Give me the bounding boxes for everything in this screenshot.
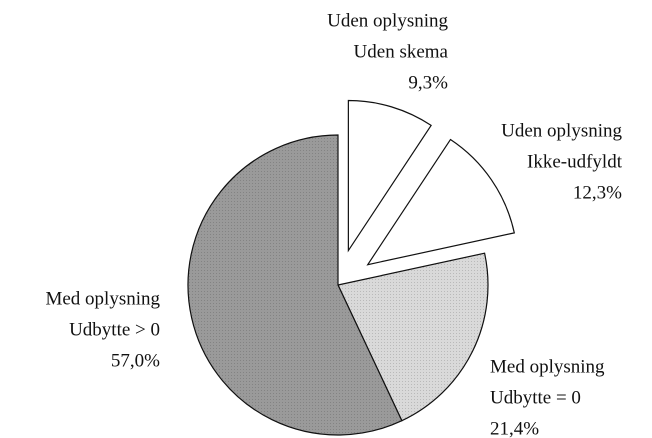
slice-label: Udbytte > 0: [69, 319, 160, 340]
pie-slice: [366, 138, 516, 266]
slice-label: Med oplysning: [45, 288, 160, 309]
value-label: 9,3%: [408, 72, 448, 93]
slice-label: Uden oplysning: [501, 120, 622, 141]
pie-slice: [347, 99, 432, 253]
slice-texture: [338, 253, 488, 421]
value-label: 12,3%: [573, 182, 622, 203]
slice-texture: [188, 135, 402, 435]
slice-label: Ikke-udfyldt: [527, 151, 623, 172]
slice-label: Udbytte = 0: [490, 387, 581, 408]
value-label: 57,0%: [111, 350, 160, 371]
value-label: 21,4%: [490, 418, 539, 438]
slice-label: Med oplysning: [490, 356, 605, 377]
slice-label: Uden oplysning: [327, 10, 448, 31]
slice-label: Uden skema: [354, 41, 449, 62]
